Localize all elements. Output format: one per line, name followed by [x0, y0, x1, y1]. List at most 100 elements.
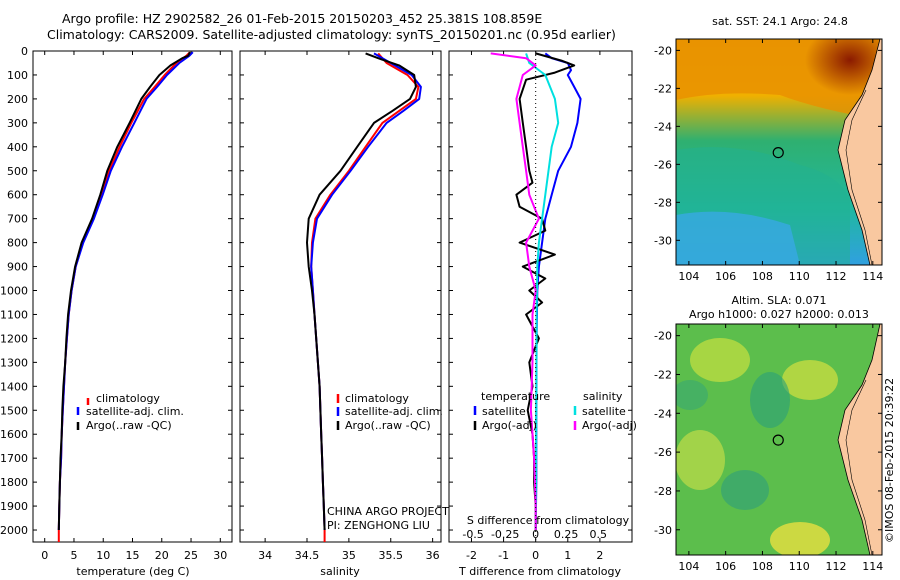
x-tick-label: 25	[184, 549, 198, 562]
sla-map-title-line2: Argo h1000: 0.027 h2000: 0.013	[689, 308, 869, 321]
depth-tick-label: 1500	[0, 404, 28, 417]
legend-label-argo: Argo(..raw -QC)	[345, 419, 431, 432]
sla-map-title-line1: Altim. SLA: 0.071	[731, 294, 826, 307]
depth-tick-label: 1700	[0, 452, 28, 465]
legend-label-climatology: climatology	[345, 392, 409, 405]
figure-title-line1: Argo profile: HZ 2902582_26 01-Feb-2015 …	[62, 11, 543, 26]
x-tick-label: 5	[70, 549, 77, 562]
sla-coast-shelf	[845, 379, 873, 555]
lon-tick-label: 114	[862, 270, 883, 283]
figure-title-line2: Climatology: CARS2009. Satellite-adjuste…	[47, 27, 616, 42]
series-line-argo-adj	[515, 52, 576, 530]
x-tick-label: -2	[466, 549, 477, 562]
depth-tick-label: 1300	[0, 356, 28, 369]
s-diff-tick-label: 0	[532, 528, 539, 541]
sla-high-blob	[690, 338, 750, 382]
imos-credit: ©IMOS 08-Feb-2015 20:39:22	[883, 378, 896, 543]
series-line-argo-raw-qc	[57, 51, 191, 531]
series-line-climatology	[310, 52, 420, 542]
lon-tick-label: 108	[752, 270, 773, 283]
legend-label-t-argo: Argo(-adj)	[482, 419, 537, 432]
sla-map	[676, 324, 882, 555]
legend-label-t-satellite: satellite	[482, 405, 526, 418]
series-line-argo-raw-qc	[306, 52, 417, 531]
sla-blobs	[676, 338, 838, 555]
depth-tick-label: 700	[7, 213, 28, 226]
x-tick-label: -1	[498, 549, 509, 562]
series-line-satellite-adj-clim	[57, 51, 194, 531]
s-diff-tick-label: -0.5	[462, 528, 483, 541]
sst-map-axes: 104 106 108 110 112 114 -20 -22 -24 -26 -28 -30	[654, 39, 883, 283]
temperature-xlabel: temperature (deg C)	[76, 565, 189, 578]
lon-tick-label: 112	[826, 270, 847, 283]
salinity-plot: 34 34.5 35 35.5 36	[258, 51, 440, 562]
difference-legend: temperature salinity satellite Argo(-adj…	[473, 390, 637, 432]
depth-tick-label: 900	[7, 261, 28, 274]
sla-low-blob	[750, 372, 790, 428]
x-tick-label: 10	[96, 549, 110, 562]
difference-xlabel: T difference from climatology	[458, 565, 621, 578]
s-diff-tick-label: 0.5	[590, 528, 608, 541]
x-tick-label: 2	[596, 549, 603, 562]
sla-map-axes: 104 106 108 110 112 114 -20 -22 -24 -26 -28 -30	[654, 324, 883, 573]
depth-tick-label: 1900	[0, 500, 28, 513]
lon-tick-label: 106	[715, 270, 736, 283]
x-tick-label: 0	[532, 549, 539, 562]
difference-plot: -2 -1 0 1 2 -0.5 -0.25 0 0.25 0.5	[462, 51, 607, 562]
lon-tick-label: 112	[826, 560, 847, 573]
sla-high-blob	[770, 522, 830, 555]
depth-axis: 0 100 200 300 400 500 600 700 800 900 1000 1100 1200…	[0, 45, 632, 537]
argo-position-marker	[772, 146, 784, 159]
series-line-argo-adj	[490, 52, 540, 530]
x-tick-label: 36	[426, 549, 440, 562]
sla-low-blob	[676, 380, 708, 410]
lon-tick-label: 104	[678, 270, 699, 283]
lat-tick-label: -30	[654, 234, 672, 247]
depth-tick-label: 500	[7, 165, 28, 178]
project-note-line1: CHINA ARGO PROJECT	[327, 505, 449, 518]
project-note-line2: PI: ZENGHONG LIU	[327, 519, 430, 532]
x-tick-label: 35.5	[379, 549, 404, 562]
salinity-panel-frame	[239, 50, 442, 543]
series-line-satellite-adj-clim	[310, 52, 422, 531]
lat-tick-label: -26	[654, 446, 672, 459]
legend-label-argo: Argo(..raw -QC)	[86, 419, 172, 432]
sla-low-blob	[721, 470, 769, 510]
sla-high-blob	[676, 430, 725, 490]
lat-tick-label: -26	[654, 158, 672, 171]
x-tick-label: 20	[155, 549, 169, 562]
lon-tick-label: 106	[715, 560, 736, 573]
sst-map	[676, 39, 882, 265]
x-tick-label: 34.5	[295, 549, 320, 562]
sla-map-frame	[675, 323, 883, 556]
lat-tick-label: -24	[654, 407, 672, 420]
depth-tick-label: 1400	[0, 380, 28, 393]
depth-tick-label: 300	[7, 117, 28, 130]
depth-tick-label: 1000	[0, 285, 28, 298]
sla-coast-land	[837, 324, 882, 555]
salinity-xlabel: salinity	[320, 565, 360, 578]
argo-position-marker	[772, 434, 784, 446]
legend-label-satellite: satellite-adj. clim.	[86, 405, 184, 418]
temperature-legend: climatology satellite-adj. clim. Argo(..…	[76, 392, 184, 432]
depth-tick-label: 1600	[0, 428, 28, 441]
lat-tick-label: -20	[654, 330, 672, 343]
legend-group-salinity: salinity	[583, 390, 623, 403]
sla-high-blob	[782, 360, 838, 400]
difference-xlabel-top: S difference from climatology	[467, 514, 630, 527]
s-diff-tick-label: 0.25	[554, 528, 579, 541]
salinity-legend: climatology satellite-adj. clim. Argo(..…	[336, 392, 443, 432]
x-tick-label: 30	[213, 549, 227, 562]
lat-tick-label: -22	[654, 368, 672, 381]
legend-label-s-satellite: satellite	[582, 405, 626, 418]
sst-hot-core	[805, 39, 882, 95]
x-tick-label: 15	[126, 549, 140, 562]
depth-tick-label: 2000	[0, 524, 28, 537]
depth-tick-label: 200	[7, 93, 28, 106]
s-diff-tick-label: -0.25	[491, 528, 519, 541]
depth-tick-label: 600	[7, 189, 28, 202]
series-line-satellite	[525, 53, 560, 531]
sst-coast-land	[837, 39, 882, 265]
depth-tick-label: 400	[7, 141, 28, 154]
